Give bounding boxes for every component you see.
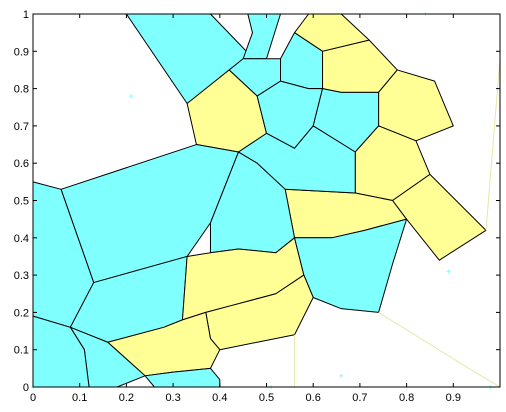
y-tick-label-8: 0.8 [14,84,29,96]
x-tick-label-9: 0.9 [446,392,461,404]
faint-edge-3 [462,364,501,388]
x-tick-label-2: 0.2 [119,392,134,404]
seed-point-0 [129,94,134,99]
y-tick-label-2: 0.2 [14,307,29,319]
x-tick-label-1: 0.1 [72,392,87,404]
cells-layer [32,13,487,388]
voronoi-cell-12 [392,173,487,261]
y-tick-label-4: 0.4 [14,233,29,245]
y-axis: 0 0.1 0.2 0.3 0.4 0.5 0.6 0.7 0.8 0.9 1 [14,9,500,394]
seed-point-3 [446,269,451,274]
y-tick-label-5: 0.5 [14,196,29,208]
seed-point-4 [339,373,344,378]
x-tick-label-4: 0.4 [212,392,227,404]
y-tick-label-0: 0 [23,382,29,394]
faint-edge-0 [485,58,501,231]
y-tick-label-3: 0.3 [14,270,29,282]
x-tick-label-0: 0 [30,392,36,404]
x-tick-label-6: 0.6 [306,392,321,404]
y-tick-label-6: 0.6 [14,158,29,170]
x-tick-label-8: 0.8 [399,392,414,404]
x-tick-label-3: 0.3 [165,392,180,404]
y-tick-label-10: 1 [23,9,29,21]
seed-point-1 [250,38,255,43]
y-tick-label-9: 0.9 [14,46,29,58]
x-tick-label-5: 0.5 [259,392,274,404]
x-axis: 0 0.1 0.2 0.3 0.4 0.5 0.6 0.7 0.8 0.9 [30,14,461,404]
y-tick-label-1: 0.1 [14,345,29,357]
x-tick-label-7: 0.7 [352,392,367,404]
y-tick-label-7: 0.7 [14,121,29,133]
faint-edge-1 [378,311,463,366]
faint-edges-layer [294,58,501,388]
